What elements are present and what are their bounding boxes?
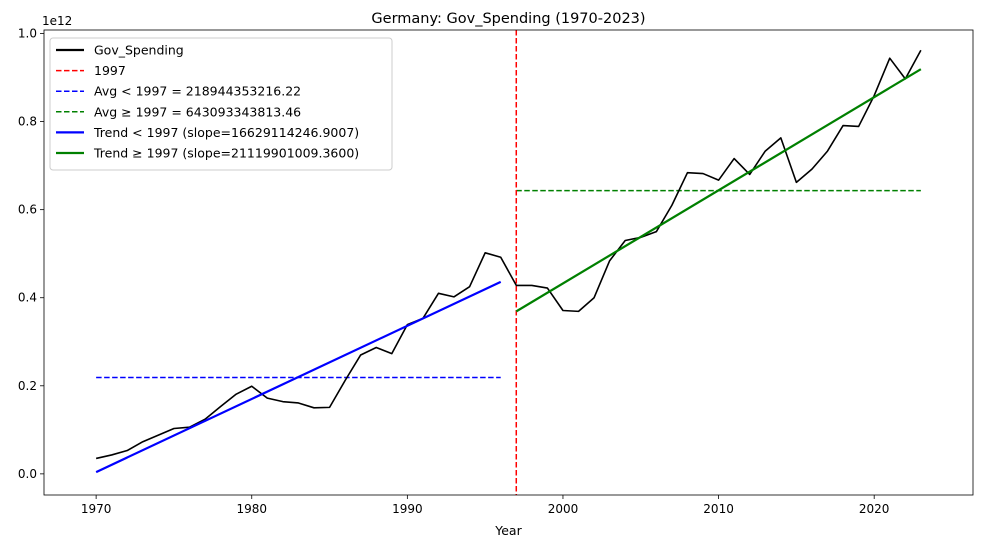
legend-label: Avg ≥ 1997 = 643093343813.46 — [94, 104, 301, 119]
y-tick-label: 0.8 — [18, 115, 37, 129]
x-tick-label: 1980 — [236, 502, 267, 516]
legend-label: Trend < 1997 (slope=16629114246.9007) — [93, 125, 359, 140]
legend: Gov_Spending 1997 Avg < 1997 = 21894435321… — [49, 37, 393, 171]
legend-label: Avg < 1997 = 218944353216.22 — [94, 84, 301, 99]
plot-area — [95, 30, 922, 495]
trend-line — [95, 280, 502, 474]
y-tick-label: 0.0 — [18, 467, 37, 481]
y-tick-label: 1.0 — [18, 27, 37, 41]
legend-label: Trend ≥ 1997 (slope=21119901009.3600) — [93, 146, 359, 161]
chart-title: Germany: Gov_Spending (1970-2023) — [371, 11, 645, 27]
x-tick-label: 2020 — [859, 502, 890, 516]
x-tick-label: 1990 — [392, 502, 423, 516]
x-tick-label: 1970 — [81, 502, 112, 516]
axis-ticks: 1970 1980 1990 2000 2010 2020 0.0 0.2 0.4 0.6 0.8 1… — [18, 27, 890, 516]
x-tick-label: 2000 — [548, 502, 579, 516]
y-tick-label: 0.4 — [18, 291, 37, 305]
y-axis-offset-label: 1e12 — [42, 14, 72, 28]
y-tick-label: 0.6 — [18, 203, 37, 217]
plot-frame — [43, 29, 974, 496]
y-tick-label: 0.2 — [18, 379, 37, 393]
x-tick-label: 2010 — [703, 502, 734, 516]
legend-label: 1997 — [94, 63, 126, 78]
trend-line — [515, 68, 922, 313]
series-line-gov-spending — [95, 49, 922, 460]
legend-label: Gov_Spending — [94, 43, 184, 58]
legend-box — [49, 37, 393, 171]
x-axis-label: Year — [494, 523, 522, 538]
